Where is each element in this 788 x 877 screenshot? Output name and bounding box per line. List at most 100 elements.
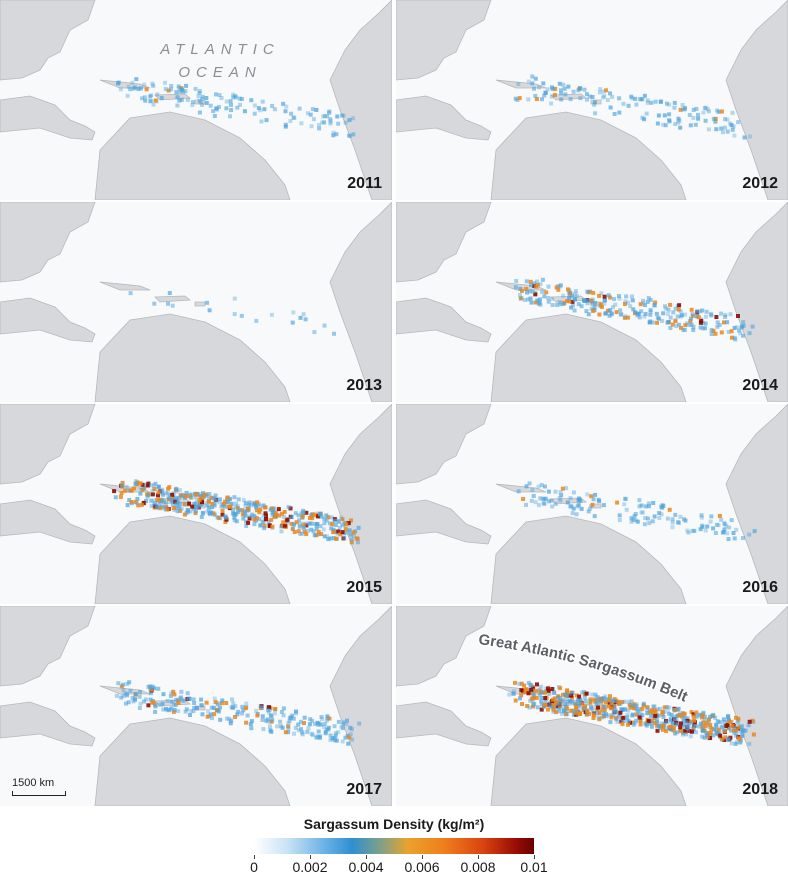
sargassum-cell [137,690,142,694]
sargassum-cell [125,93,130,98]
sargassum-cell [258,108,263,113]
sargassum-cell [516,82,521,86]
sargassum-cell [578,699,583,703]
sargassum-cell [114,693,119,698]
sargassum-cell [729,741,734,746]
sargassum-cell [197,99,202,104]
sargassum-cell [249,512,254,517]
sargassum-cell [556,287,561,292]
landmass [0,202,96,283]
sargassum-cell [232,495,237,500]
sargassum-cell [631,722,636,727]
sargassum-cell [156,702,161,707]
sargassum-cell [234,511,239,516]
sargassum-cell [175,95,180,100]
sargassum-cell [529,283,534,288]
sargassum-cell [721,130,725,135]
sargassum-cell [650,320,655,325]
sargassum-cell [272,107,277,112]
sargassum-cell [599,697,603,701]
sargassum-cell [298,531,303,536]
sargassum-cell [747,331,752,336]
sargassum-cell [735,721,740,726]
sargassum-cell [585,301,590,306]
sargassum-cell [171,689,176,694]
sargassum-cell [648,308,653,313]
sargassum-cell [178,493,183,498]
sargassum-cell [125,693,130,698]
sargassum-cell [558,698,563,703]
sargassum-cell [635,519,640,524]
sargassum-cell [598,302,603,307]
sargassum-cell [151,102,156,107]
sargassum-cell [652,303,657,308]
sargassum-cell [193,495,198,500]
sargassum-cell [577,712,582,716]
sargassum-cell [557,496,562,501]
sargassum-cell [175,103,180,108]
legend: Sargassum Density (kg/m²) 0 0.002 0.004 0.0… [0,810,788,877]
sargassum-cell [270,104,275,108]
sargassum-cell [217,500,222,505]
sargassum-cell [596,497,601,502]
sargassum-cell [568,291,573,296]
sargassum-cell [688,319,693,324]
landmass [0,499,96,545]
sargassum-cell [590,95,595,99]
sargassum-cell [240,508,245,513]
sargassum-cell [247,516,252,521]
sargassum-cell [532,693,537,698]
sargassum-cell [229,108,234,113]
sargassum-cell [681,732,685,737]
landmass [99,79,151,89]
sargassum-cell [208,512,212,517]
sargassum-cell [531,704,535,709]
sargassum-cell [150,81,155,86]
scale-bar-label: 1500 km [12,777,55,789]
sargassum-cell [747,741,752,746]
sargassum-cell [664,306,669,311]
legend-tick-label: 0.002 [292,859,328,875]
sargassum-cell [687,720,692,725]
legend-title: Sargassum Density (kg/m²) [303,816,485,832]
sargassum-cell [307,722,312,727]
sargassum-cell [236,497,241,502]
sargassum-cell [350,737,355,742]
sargassum-cell [555,695,560,700]
sargassum-cell [347,528,352,533]
sargassum-cell [568,699,573,704]
sargassum-cell [637,707,642,712]
sargassum-cell [671,310,676,315]
sargassum-cell [683,716,688,720]
sargassum-cell [148,697,153,702]
sargassum-cell [546,284,551,289]
sargassum-cell [699,515,704,520]
sargassum-cell [714,723,719,727]
sargassum-cell [149,504,154,508]
sargassum-cell [655,121,660,126]
sargassum-cell [694,710,699,715]
sargassum-cell [714,522,719,527]
sargassum-cell [298,719,303,724]
sargassum-cell [214,498,219,503]
sargassum-cell [725,129,730,134]
sargassum-cell [549,101,554,106]
sargassum-cell [331,527,336,532]
sargassum-cell [212,501,217,506]
sargassum-cell [286,724,291,729]
sargassum-cell [259,706,264,710]
sargassum-cell [204,700,209,705]
sargassum-cell [211,109,216,114]
sargassum-cell [608,694,612,699]
sargassum-cell [343,527,348,532]
sargassum-cell [349,540,354,545]
sargassum-cell [658,99,663,104]
sargassum-cell [546,299,551,304]
base-map [396,202,788,402]
sargassum-cell [649,100,654,105]
sargassum-cell [156,686,161,691]
sargassum-cell [167,291,172,295]
sargassum-cell [621,101,626,106]
sargassum-cell [159,95,164,100]
sargassum-cell [129,488,134,493]
